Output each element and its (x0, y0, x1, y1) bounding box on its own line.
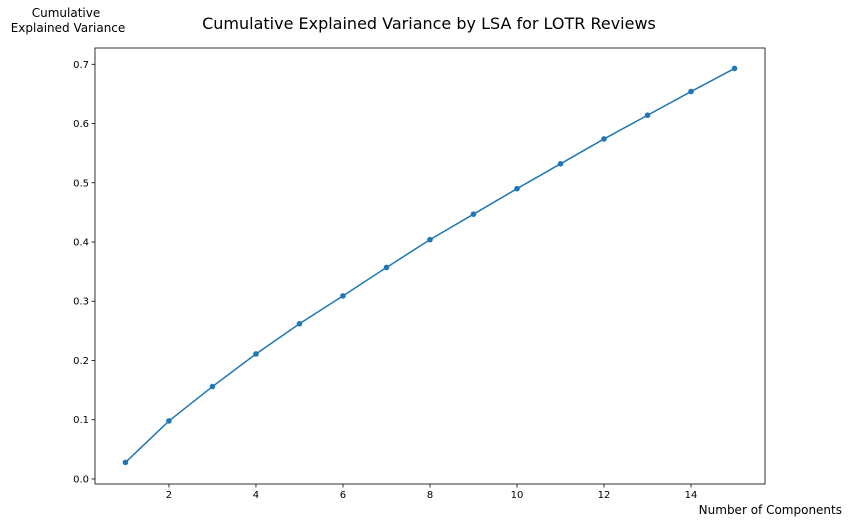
x-tick-label: 4 (253, 490, 259, 501)
tick-layer: 2 4 6 8 10 12 14 0.0 0.1 0.2 0.3 0.4 0.5 0.6 0.7 (73, 60, 697, 501)
plot-area (122, 65, 738, 466)
axes-frame (94, 47, 766, 485)
x-tick-label: 6 (340, 490, 346, 501)
data-point (209, 383, 216, 390)
y-tick-label: 0.4 (73, 238, 89, 249)
chart-title: Cumulative Explained Variance by LSA for… (202, 14, 656, 33)
x-tick-label: 14 (685, 490, 698, 501)
data-point (644, 112, 651, 119)
y-tick-label: 0.0 (73, 474, 89, 485)
data-point (296, 320, 303, 327)
x-tick-label: 12 (598, 490, 611, 501)
y-tick-label: 0.3 (73, 297, 89, 308)
x-tick-label: 8 (427, 490, 433, 501)
y-tick-label: 0.7 (73, 60, 89, 71)
x-tick-label: 2 (166, 490, 172, 501)
data-point (427, 236, 433, 243)
y-axis-label-line-1: Cumulative (32, 6, 101, 20)
x-axis-label: Number of Components (699, 503, 842, 517)
data-point (731, 65, 738, 72)
data-point (122, 459, 129, 466)
y-tick-label: 0.5 (73, 178, 89, 189)
data-point (166, 418, 172, 424)
data-point (688, 88, 694, 95)
y-tick-label: 0.2 (73, 356, 89, 367)
y-tick-label: 0.1 (73, 415, 89, 426)
data-point (340, 293, 346, 299)
data-point (557, 161, 564, 167)
data-point (253, 351, 259, 357)
data-point (470, 211, 477, 217)
y-tick-label: 0.6 (73, 119, 89, 130)
data-point (514, 185, 520, 192)
x-tick-label: 10 (511, 490, 524, 501)
data-point (383, 264, 390, 271)
data-point (601, 136, 607, 142)
y-axis-label-line-2: Explained Variance (11, 21, 126, 35)
